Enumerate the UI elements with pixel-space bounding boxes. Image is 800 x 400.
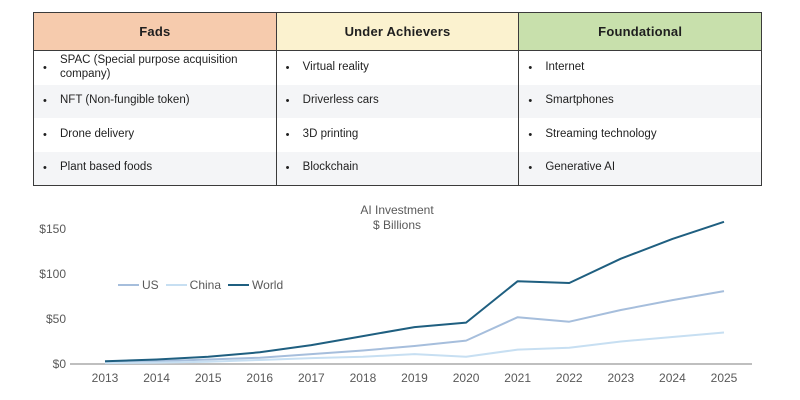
- legend-label: China: [189, 278, 222, 292]
- table-row: • Drone delivery: [34, 118, 276, 152]
- table-cell-text: Blockchain: [302, 161, 359, 174]
- series-line-china: [104, 331, 725, 365]
- table-column-foundational: Foundational • Internet • Smartphones • Stream…: [518, 13, 762, 185]
- chart-title-block: AI Investment $ Billions: [297, 203, 497, 233]
- bullet-icon: •: [285, 61, 290, 74]
- y-axis-tick-label: $0: [53, 357, 67, 371]
- column-header: Foundational: [519, 13, 762, 51]
- table-cell-text: Smartphones: [545, 94, 614, 107]
- table-row: • 3D printing: [276, 118, 519, 152]
- table-row: • Virtual reality: [276, 51, 519, 85]
- x-axis-tick-label: 2025: [711, 371, 738, 385]
- legend-item-china: China: [165, 278, 222, 292]
- x-axis-tick-label: 2019: [401, 371, 428, 385]
- bullet-icon: •: [43, 128, 47, 141]
- x-axis-tick-label: 2014: [143, 371, 170, 385]
- table-column-under-achievers: Under Achievers • Virtual reality • Driverle…: [275, 13, 519, 185]
- table-row: • Internet: [519, 51, 762, 85]
- series-line-world: [104, 220, 725, 363]
- legend-label: World: [252, 278, 284, 292]
- table-column-fads: Fads • SPAC (Special purpose acquisition c…: [34, 13, 276, 185]
- x-axis-tick-label: 2013: [92, 371, 119, 385]
- table-cell-text: 3D printing: [302, 127, 359, 140]
- table-cell-text: Drone delivery: [60, 127, 135, 140]
- bullet-icon: •: [528, 95, 533, 108]
- table-row: • SPAC (Special purpose acquisition compa…: [34, 51, 276, 85]
- legend-line-swatch: [165, 284, 187, 286]
- bullet-icon: •: [43, 162, 47, 175]
- table-cell-text: Driverless cars: [302, 94, 379, 107]
- x-axis-tick-label: 2017: [298, 371, 325, 385]
- bullet-icon: •: [285, 162, 290, 175]
- x-axis-tick-label: 2024: [659, 371, 686, 385]
- chart-legend: US China World: [118, 278, 283, 292]
- x-axis-tick-label: 2023: [607, 371, 634, 385]
- table-cell-text: Virtual reality: [302, 60, 369, 73]
- table-row: • Blockchain: [276, 151, 519, 185]
- tech-category-table: Fads • SPAC (Special purpose acquisition c…: [33, 12, 762, 186]
- x-axis-tick-label: 2015: [195, 371, 222, 385]
- chart-subtitle: $ Billions: [372, 218, 422, 232]
- series-line-us: [104, 290, 725, 364]
- y-axis-tick-label: $150: [39, 222, 66, 236]
- bullet-icon: •: [528, 128, 533, 141]
- legend-line-swatch: [118, 284, 139, 286]
- y-axis-tick-label: $50: [46, 312, 66, 326]
- bullet-icon: •: [528, 162, 533, 175]
- x-axis-tick-label: 2016: [246, 371, 273, 385]
- legend-label: US: [142, 278, 159, 292]
- chart-title: AI Investment: [360, 203, 434, 217]
- table-cell-text: Streaming technology: [545, 127, 657, 140]
- table-row: • Driverless cars: [276, 84, 519, 118]
- bullet-icon: •: [528, 61, 533, 74]
- column-header: Fads: [34, 13, 276, 51]
- table-row: • Smartphones: [519, 84, 762, 118]
- bullet-icon: •: [43, 95, 47, 108]
- table-cell-text: NFT (Non-fungible token): [60, 94, 190, 107]
- x-axis-tick-label: 2018: [350, 371, 377, 385]
- line-plot: $0 $50 $100 $150 2013 2014 2015 2016 2017 2018 201…: [39, 220, 752, 385]
- legend-item-world: World: [228, 278, 283, 292]
- bullet-icon: •: [285, 128, 290, 141]
- legend-line-swatch: [228, 284, 250, 286]
- table-cell-text: SPAC (Special purpose acquisition compan…: [60, 53, 238, 80]
- column-header: Under Achievers: [276, 13, 519, 51]
- y-axis-tick-label: $100: [39, 267, 66, 281]
- table-row: • Generative AI: [519, 151, 762, 185]
- table-cell-text: Generative AI: [545, 161, 616, 174]
- table-row: • Plant based foods: [34, 151, 276, 185]
- table-cell-text: Plant based foods: [60, 161, 153, 174]
- bullet-icon: •: [285, 95, 290, 108]
- ai-investment-chart: AI Investment $ Billions US China World $0…: [0, 195, 800, 400]
- table-row: • Streaming technology: [519, 118, 762, 152]
- bullet-icon: •: [43, 61, 47, 74]
- table-row: • NFT (Non-fungible token): [34, 84, 276, 118]
- x-axis-tick-label: 2021: [504, 371, 531, 385]
- legend-item-us: US: [118, 278, 159, 292]
- table-cell-text: Internet: [545, 60, 585, 73]
- x-axis-tick-label: 2020: [453, 371, 480, 385]
- x-axis-tick-label: 2022: [556, 371, 583, 385]
